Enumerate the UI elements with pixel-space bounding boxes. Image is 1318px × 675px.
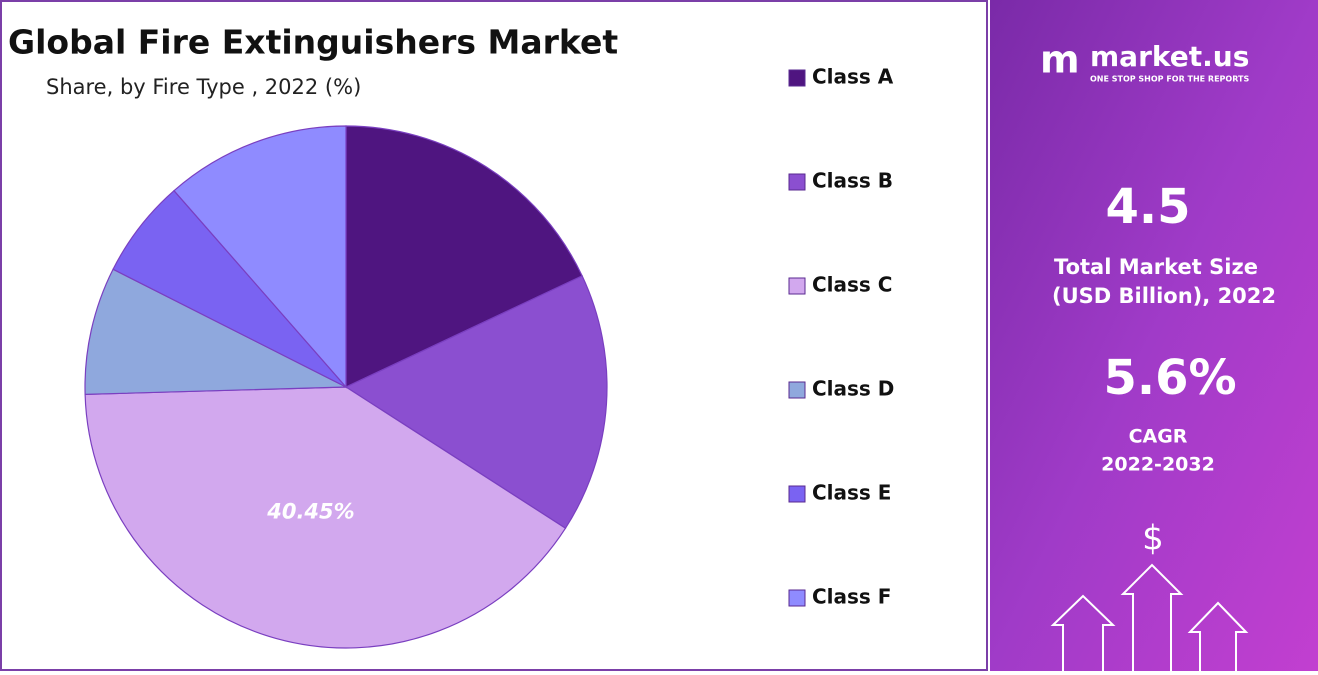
pie-slice	[344, 275, 608, 530]
logo-mark: m	[1040, 38, 1080, 82]
legend-label: Class B	[812, 169, 893, 193]
arrow-icon	[1187, 601, 1249, 671]
legend: Class A Class B Class C Class D Class E Class…	[788, 65, 894, 609]
tagline: ONE STOP SHOP FOR THE REPORTS	[1090, 75, 1249, 84]
market-size: 4.5	[1105, 179, 1190, 235]
legend-swatch	[788, 485, 806, 503]
legend-label: Class E	[812, 481, 891, 505]
legend-swatch	[788, 381, 806, 399]
arrows	[1050, 563, 1249, 671]
legend-swatch	[788, 589, 806, 607]
arrow-icon	[1120, 563, 1184, 671]
pie-slice	[84, 268, 347, 395]
data-label: 40.45%	[266, 500, 354, 524]
cagr-label: CAGR	[1129, 426, 1188, 448]
legend-label: Class D	[812, 377, 894, 401]
legend-swatch	[788, 277, 806, 295]
cagr-label: 2022-2032	[1101, 454, 1215, 476]
chart-subtitle: Share, by Fire Type , 2022 (%)	[46, 75, 361, 99]
side-panel	[990, 0, 1318, 671]
legend-swatch	[788, 173, 806, 191]
pie-slice	[345, 125, 583, 388]
dollar-icon: $	[1142, 519, 1164, 559]
brand: market.us	[1090, 40, 1249, 73]
pie: 40.45%	[84, 125, 608, 649]
legend-label: Class C	[812, 273, 892, 297]
legend-label: Class F	[812, 585, 891, 609]
chart-title: Global Fire Extinguishers Market	[8, 23, 618, 62]
legend-swatch	[788, 69, 806, 87]
pie-slice	[84, 386, 567, 649]
legend-label: Class A	[812, 65, 894, 89]
arrow-icon	[1050, 594, 1116, 671]
market-size-label: Total Market Size	[1054, 255, 1258, 279]
cagr: 5.6%	[1103, 350, 1236, 406]
market-size-label: (USD Billion), 2022	[1052, 284, 1276, 308]
pie-slice	[173, 125, 347, 389]
